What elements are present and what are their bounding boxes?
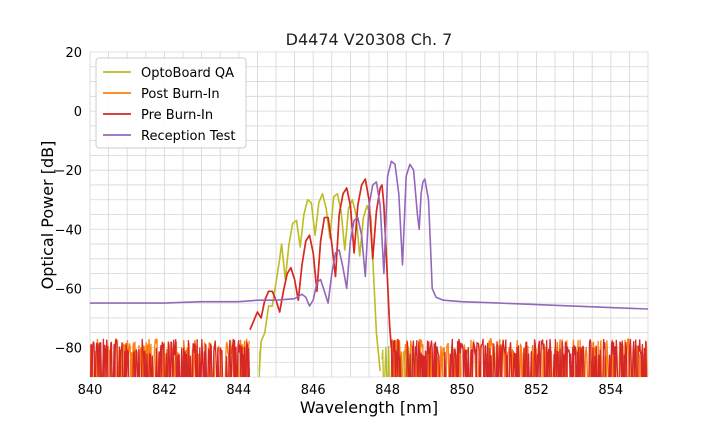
- x-tick-label: 848: [375, 383, 400, 398]
- legend-label: OptoBoard QA: [141, 66, 234, 81]
- legend-label: Pre Burn-In: [141, 108, 213, 123]
- x-tick-label: 850: [450, 383, 475, 398]
- series-reception-test: [90, 160, 648, 310]
- series-layer: [90, 160, 648, 377]
- x-tick-label: 854: [598, 383, 623, 398]
- series-line: [249, 178, 393, 348]
- series-line: [258, 193, 381, 372]
- y-axis-ticks: 20 0 −20 −40 −60 −80: [55, 46, 82, 356]
- legend-label: Post Burn-In: [141, 87, 220, 102]
- y-tick-label: −40: [55, 223, 82, 238]
- x-tick-label: 844: [226, 383, 251, 398]
- y-tick-label: 20: [65, 46, 82, 61]
- x-tick-label: 852: [524, 383, 549, 398]
- x-tick-label: 842: [152, 383, 177, 398]
- series-pre-burn-in: [90, 178, 648, 377]
- y-tick-label: −80: [55, 341, 82, 356]
- y-tick-label: −20: [55, 164, 82, 179]
- noise-floor-trace: [90, 338, 250, 377]
- legend-box: [95, 57, 247, 149]
- legend-label: Reception Test: [141, 129, 235, 144]
- y-tick-label: 0: [74, 105, 82, 120]
- x-axis-ticks: 840 842 844 846 848 850 852 854: [78, 383, 624, 398]
- x-tick-label: 840: [78, 383, 103, 398]
- legend: OptoBoard QA Post Burn-In Pre Burn-In Recep…: [95, 57, 247, 149]
- x-axis-label: Wavelength [nm]: [300, 398, 438, 417]
- y-tick-label: −60: [55, 282, 82, 297]
- x-tick-label: 846: [301, 383, 326, 398]
- y-axis-label: Optical Power [dB]: [38, 141, 57, 290]
- noise-floor-trace: [390, 338, 648, 377]
- series-line: [90, 160, 648, 310]
- chart-title: D4474 V20308 Ch. 7: [286, 30, 453, 49]
